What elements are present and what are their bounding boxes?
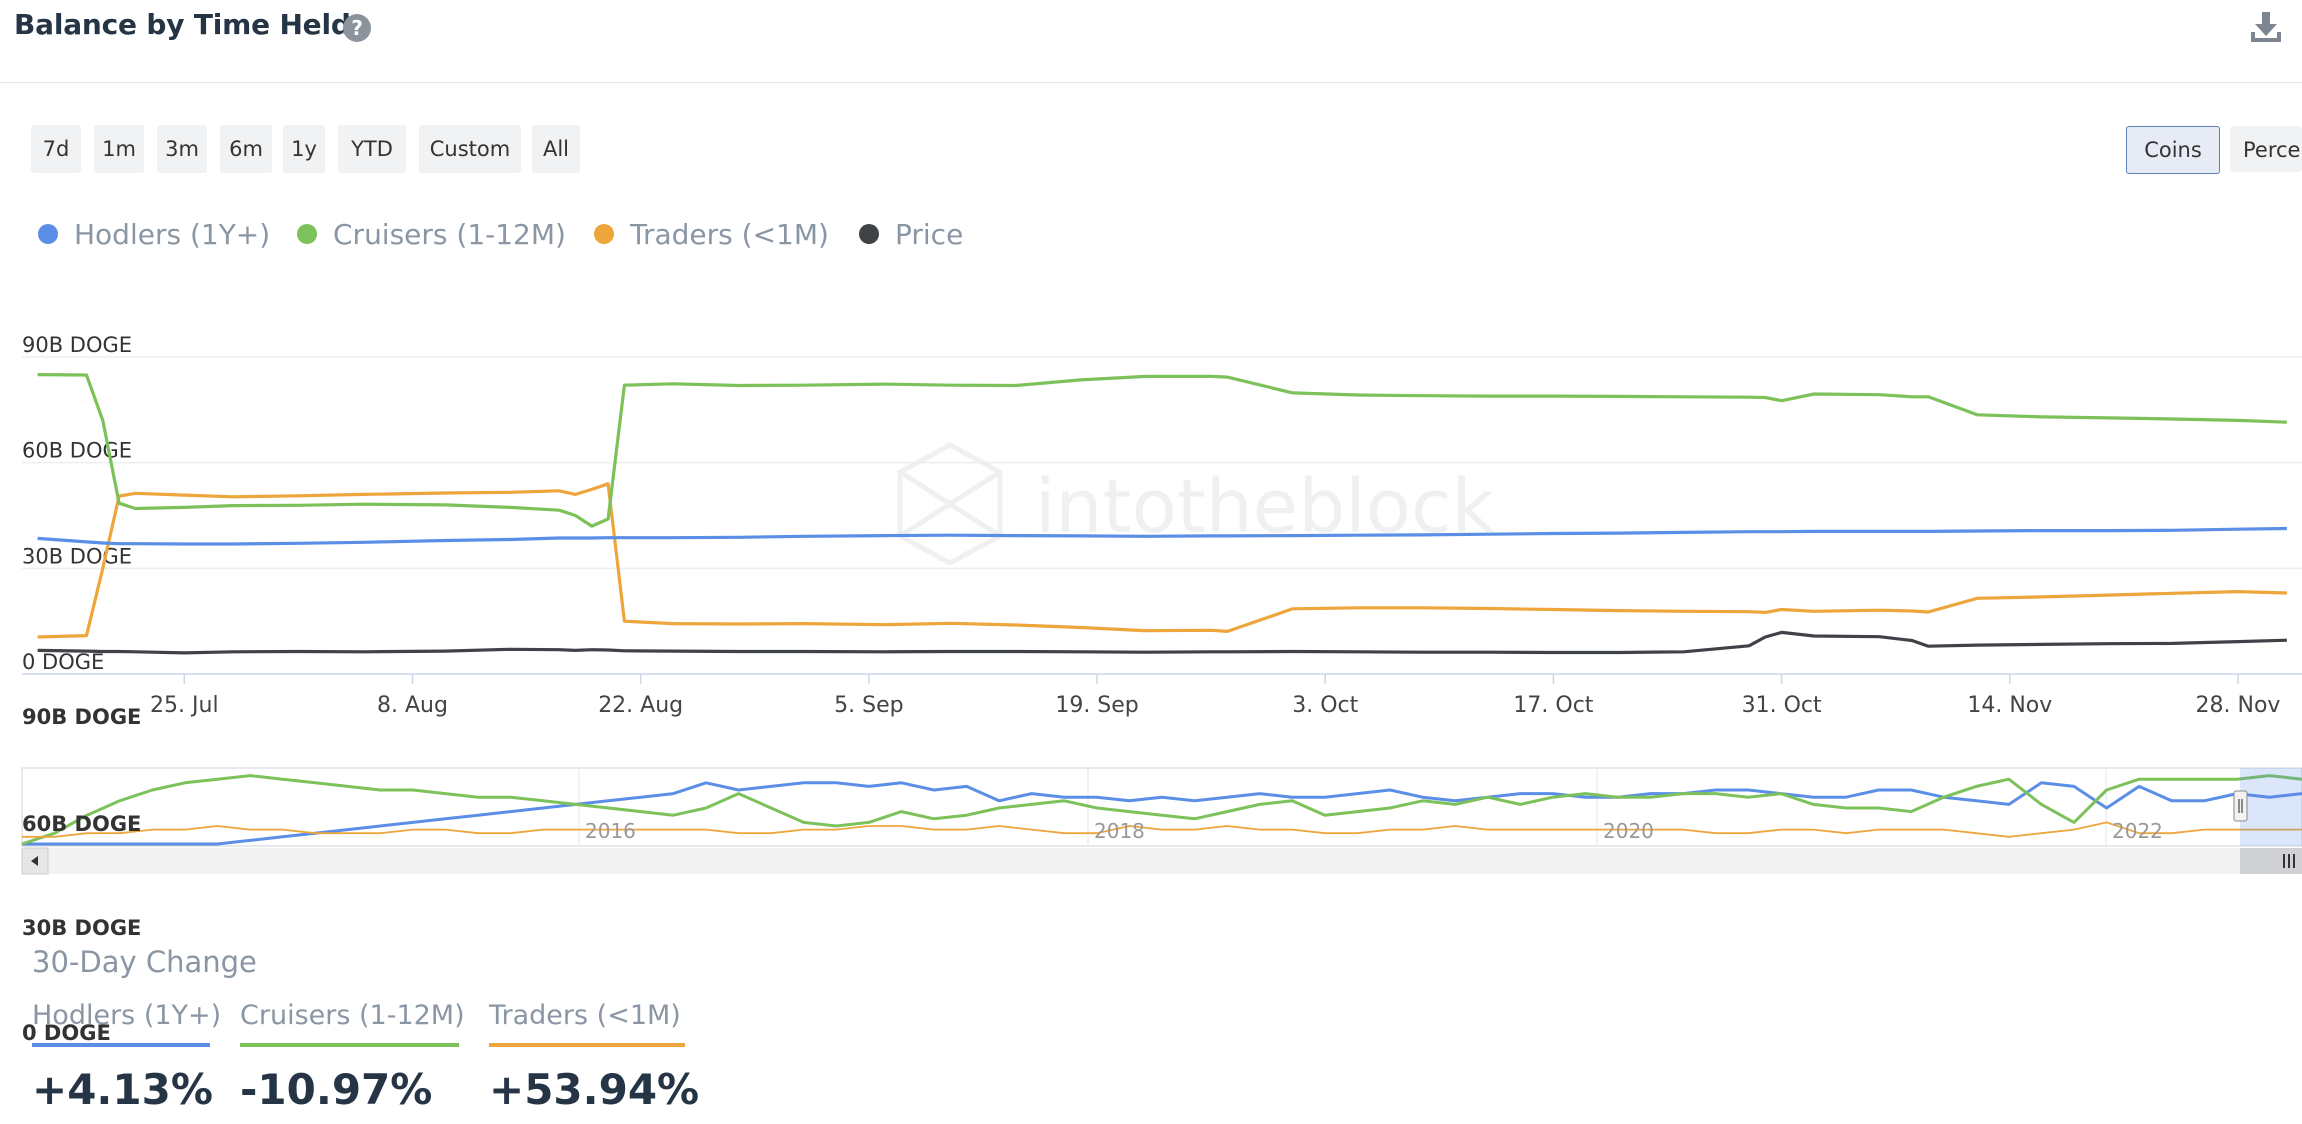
x-tick-label: 25. Jul <box>150 693 219 718</box>
x-tick-label: 28. Nov <box>2196 693 2281 718</box>
navigator-handle[interactable] <box>2233 790 2248 822</box>
x-tick-label: 14. Nov <box>1967 693 2052 718</box>
range-button-3m[interactable]: 3m <box>157 125 207 173</box>
change-label: Traders (<1M) <box>489 1000 685 1047</box>
navigator-tick-label: 2020 <box>1603 819 1654 843</box>
legend-item-hodlers[interactable]: Hodlers (1Y+) <box>38 216 270 252</box>
change-hodlers: Hodlers (1Y+) +4.13% <box>32 1000 221 1114</box>
ghost-y-axis-label: 0 DOGE <box>22 1021 111 1045</box>
change-label: Cruisers (1-12M) <box>240 1000 465 1047</box>
legend-marker <box>859 224 879 244</box>
navigator-series-traders <box>22 821 2302 838</box>
legend-label: Cruisers (1-12M) <box>333 217 566 251</box>
legend-item-price[interactable]: Price <box>859 216 963 252</box>
navigator-tick-label: 2022 <box>2112 819 2163 843</box>
legend-marker <box>594 224 614 244</box>
change-title: 30-Day Change <box>32 945 257 979</box>
change-value: -10.97% <box>240 1065 433 1114</box>
legend-item-traders[interactable]: Traders (<1M) <box>594 216 829 252</box>
x-tick-label: 31. Oct <box>1742 693 1822 718</box>
coins-toggle-button[interactable]: Coins <box>2126 126 2220 174</box>
navigator-scrollbar[interactable] <box>22 848 2302 874</box>
navigator-series-cruisers <box>21 774 2302 846</box>
series-line-hodlers[interactable] <box>37 526 2287 546</box>
percent-toggle-button[interactable]: Perce <box>2230 126 2302 172</box>
range-button-custom[interactable]: Custom <box>419 125 521 173</box>
help-circle-icon[interactable]: ? <box>343 14 371 42</box>
legend-item-cruisers[interactable]: Cruisers (1-12M) <box>297 216 566 252</box>
navigator-tick-label: 2018 <box>1094 819 1145 843</box>
chart-header: Balance by Time Held ? <box>0 0 2302 83</box>
legend-marker <box>297 224 317 244</box>
range-button-6m[interactable]: 6m <box>220 125 272 173</box>
x-tick-label: 17. Oct <box>1513 693 1593 718</box>
watermark-logo-icon <box>897 442 1003 566</box>
y-tick-label: 60B DOGE <box>22 439 132 463</box>
range-button-1m[interactable]: 1m <box>94 125 144 173</box>
scrollbar-thumb[interactable] <box>2240 848 2302 874</box>
ghost-y-axis-label: 30B DOGE <box>22 916 141 940</box>
legend-marker <box>38 224 58 244</box>
legend-label: Traders (<1M) <box>630 217 829 251</box>
range-button-all[interactable]: All <box>532 125 580 173</box>
chart-title: Balance by Time Held <box>14 8 351 41</box>
download-icon[interactable] <box>2249 10 2283 44</box>
x-tick-label: 22. Aug <box>598 693 683 718</box>
change-cruisers: Cruisers (1-12M) -10.97% <box>240 1000 465 1114</box>
chevron-left-icon <box>31 856 38 866</box>
legend-label: Price <box>895 217 964 251</box>
series-line-traders[interactable] <box>37 482 2287 639</box>
navigator-series-hodlers <box>22 781 2302 846</box>
series-line-price[interactable] <box>37 630 2287 655</box>
x-tick-label: 3. Oct <box>1292 693 1358 718</box>
change-value: +53.94% <box>489 1065 700 1114</box>
navigator-tick-label: 2016 <box>585 819 636 843</box>
ghost-y-axis-label: 60B DOGE <box>22 812 141 836</box>
series-line-cruisers[interactable] <box>37 373 2287 528</box>
range-button-ytd[interactable]: YTD <box>338 125 406 173</box>
y-tick-label: 0 DOGE <box>22 650 104 674</box>
x-tick-label: 8. Aug <box>377 693 448 718</box>
x-tick-label: 19. Sep <box>1055 693 1138 718</box>
range-button-1y[interactable]: 1y <box>283 125 325 173</box>
ghost-y-axis-label: 90B DOGE <box>22 705 141 729</box>
y-tick-label: 30B DOGE <box>22 544 132 568</box>
change-label: Hodlers (1Y+) <box>32 1000 221 1047</box>
navigator-background <box>21 767 2302 847</box>
legend-label: Hodlers (1Y+) <box>74 217 271 251</box>
range-button-7d[interactable]: 7d <box>31 125 81 173</box>
change-traders: Traders (<1M) +53.94% <box>489 1000 700 1114</box>
y-tick-label: 90B DOGE <box>22 333 132 357</box>
navigator-selection[interactable] <box>2240 768 2302 846</box>
x-tick-label: 5. Sep <box>834 693 903 718</box>
change-value: +4.13% <box>32 1065 213 1114</box>
